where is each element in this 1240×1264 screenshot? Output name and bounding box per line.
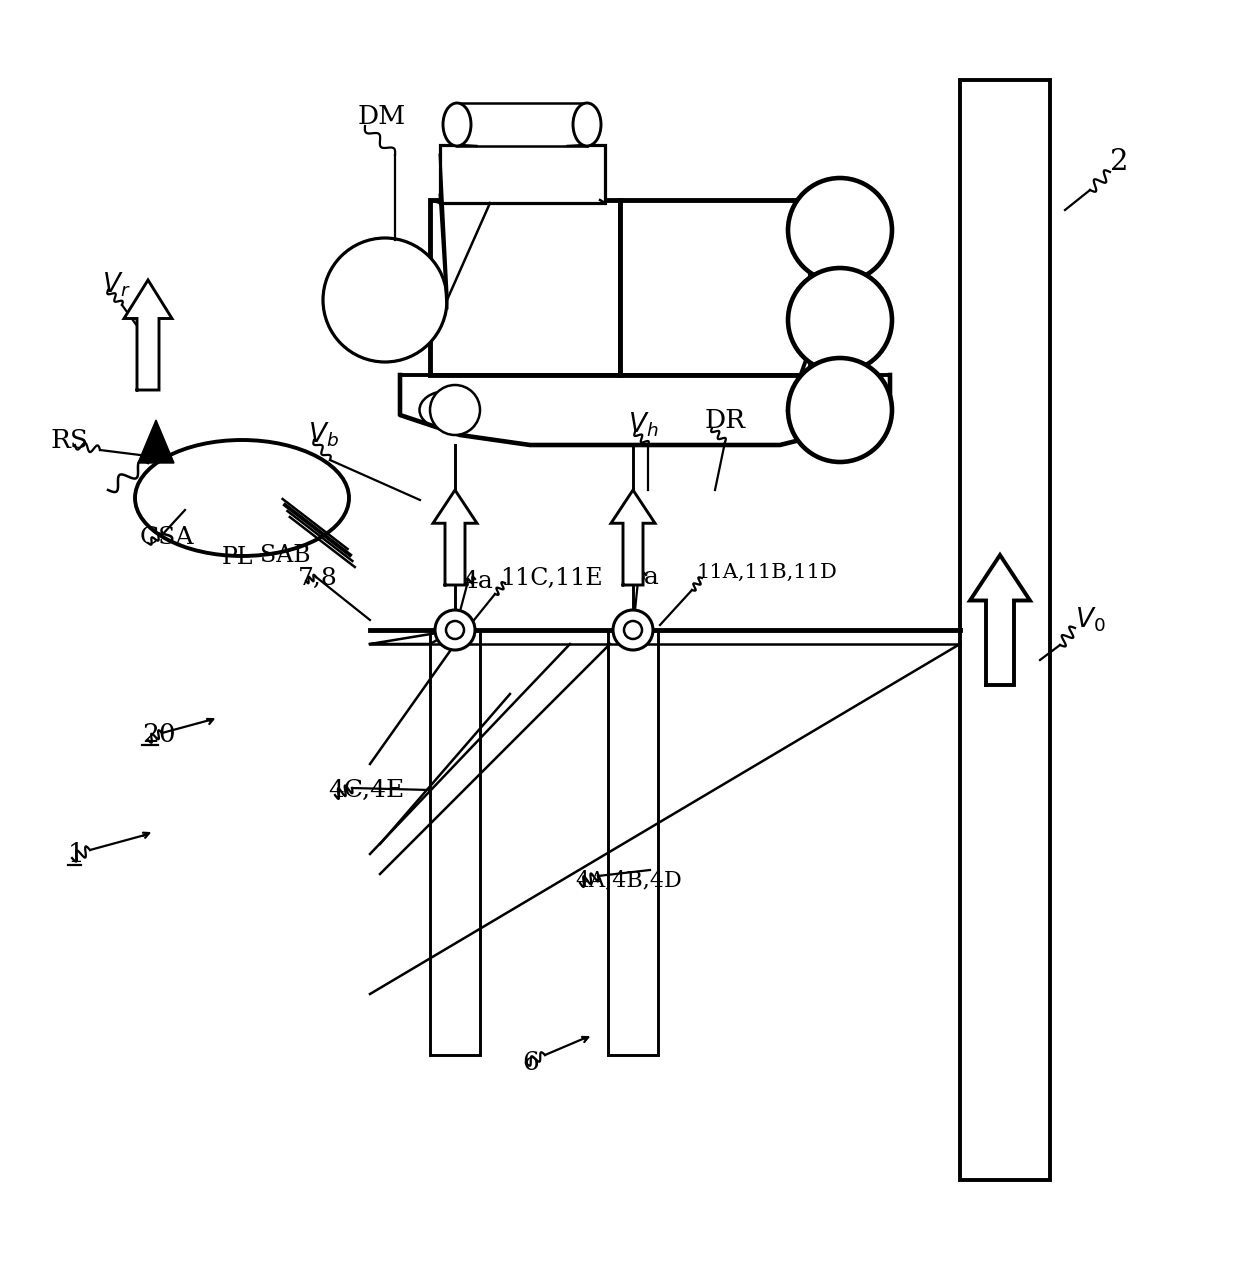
Text: 2: 2 <box>1110 148 1128 176</box>
Bar <box>458 102 587 147</box>
Text: DR: DR <box>706 407 746 432</box>
Bar <box>430 200 620 375</box>
Circle shape <box>787 268 892 372</box>
Text: 11C,11E: 11C,11E <box>500 566 603 589</box>
Text: 11A,11B,11D: 11A,11B,11D <box>696 562 837 581</box>
Text: 6: 6 <box>522 1049 538 1074</box>
Text: $V_0$: $V_0$ <box>1075 605 1106 635</box>
Ellipse shape <box>135 440 348 556</box>
Bar <box>608 629 658 1055</box>
Polygon shape <box>124 281 172 391</box>
Polygon shape <box>401 375 890 445</box>
Ellipse shape <box>573 102 601 147</box>
Text: 4a: 4a <box>463 570 492 594</box>
Bar <box>440 145 605 204</box>
Bar <box>620 200 810 375</box>
Text: DM: DM <box>358 105 407 129</box>
Polygon shape <box>138 420 174 463</box>
Text: PL: PL <box>222 546 253 570</box>
Text: $V_b$: $V_b$ <box>308 421 339 449</box>
Circle shape <box>787 358 892 463</box>
Text: 1: 1 <box>68 843 84 867</box>
Text: 4a: 4a <box>627 566 658 589</box>
Polygon shape <box>433 490 477 585</box>
Circle shape <box>435 611 475 650</box>
Circle shape <box>787 178 892 282</box>
Text: SAB: SAB <box>260 544 311 566</box>
Circle shape <box>613 611 653 650</box>
Text: RS: RS <box>50 427 88 453</box>
Circle shape <box>430 386 480 435</box>
Bar <box>430 629 480 1055</box>
Bar <box>960 80 1050 1181</box>
Text: $V_r$: $V_r$ <box>102 270 130 300</box>
Ellipse shape <box>419 391 475 428</box>
Text: 4A,4B,4D: 4A,4B,4D <box>575 870 682 891</box>
Ellipse shape <box>443 102 471 147</box>
Circle shape <box>322 238 446 362</box>
Text: CSA: CSA <box>140 527 195 550</box>
Polygon shape <box>370 629 455 643</box>
Polygon shape <box>611 490 655 585</box>
Text: 7,8: 7,8 <box>298 566 337 589</box>
Text: $V_h$: $V_h$ <box>627 411 658 440</box>
Polygon shape <box>970 555 1030 685</box>
Text: 4C,4E: 4C,4E <box>329 779 404 801</box>
Circle shape <box>624 621 642 640</box>
Circle shape <box>446 621 464 640</box>
Text: 20: 20 <box>143 723 176 747</box>
